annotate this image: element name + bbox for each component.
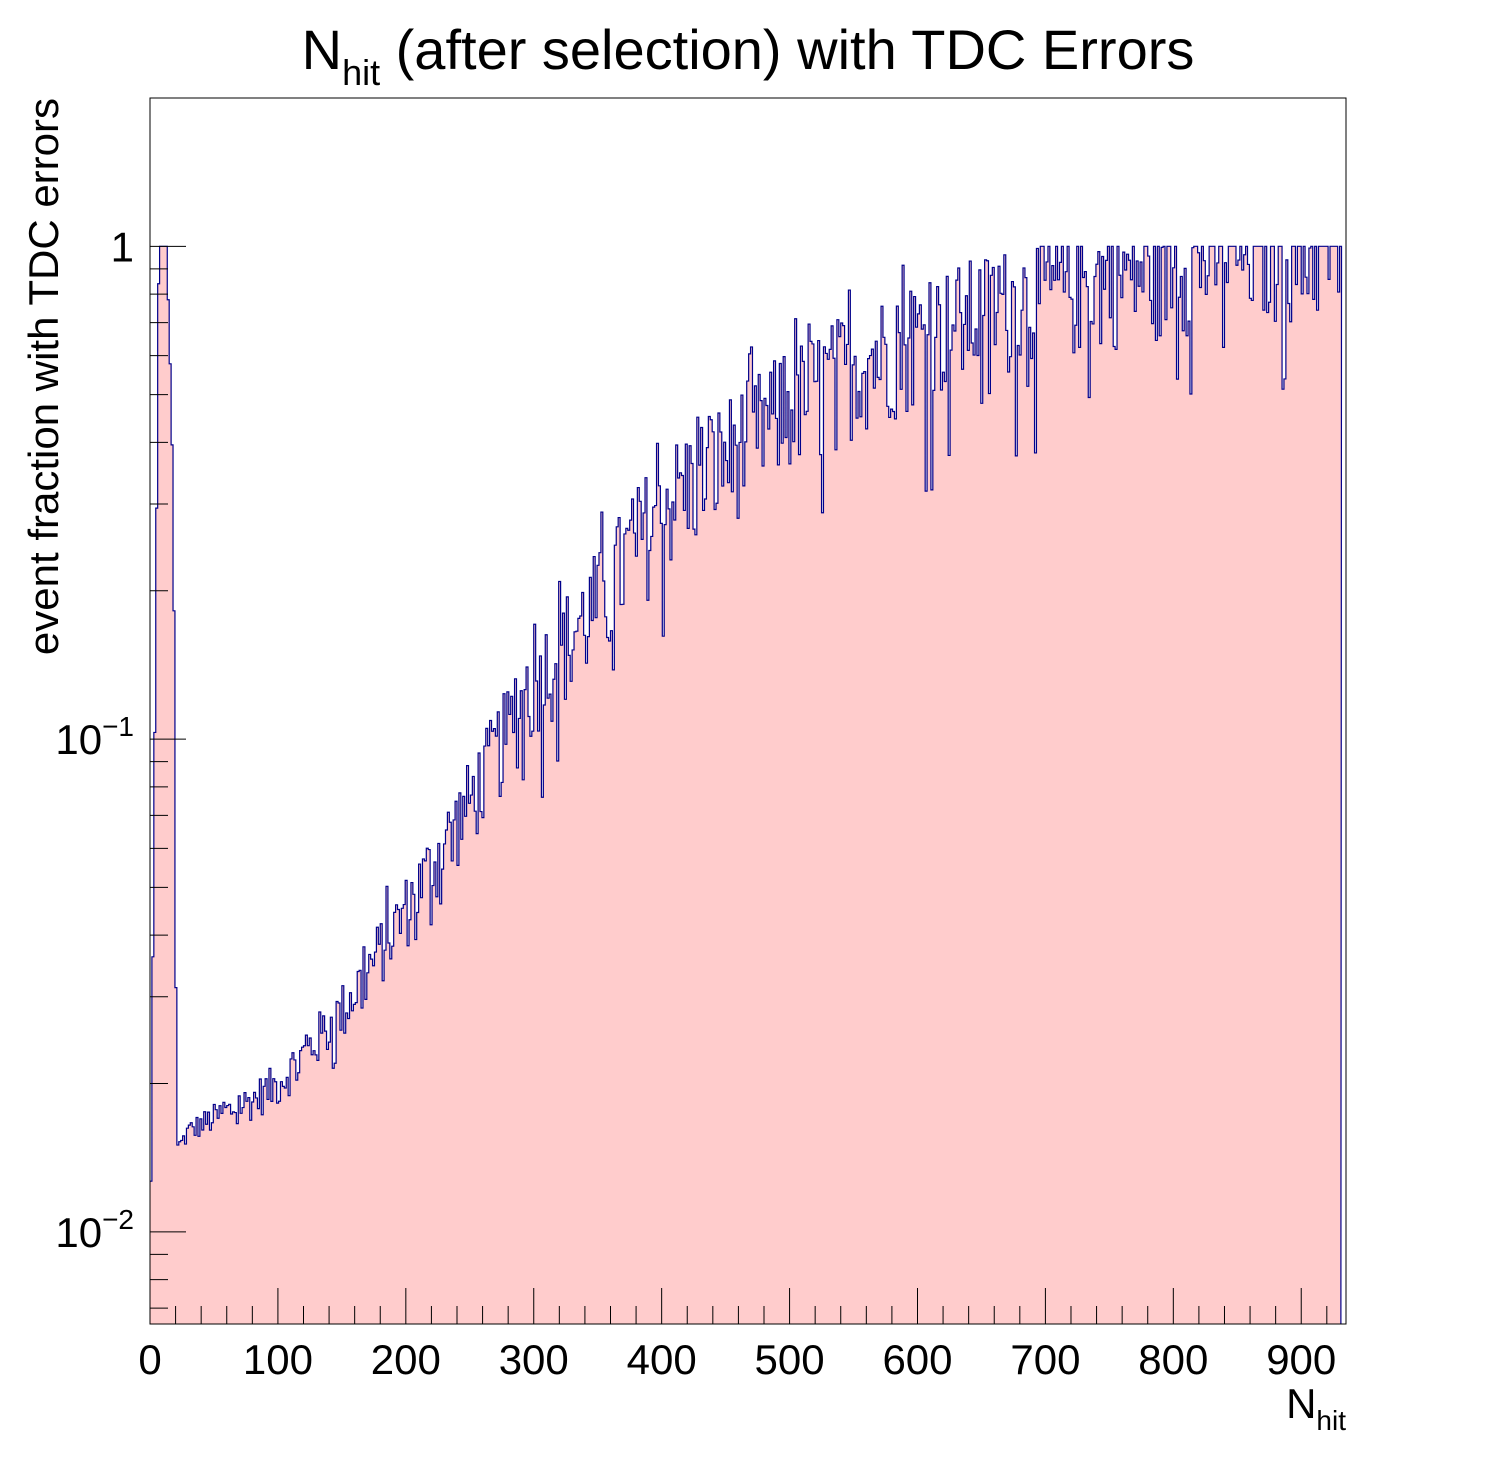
x-tick-label: 600 [882,1336,952,1383]
x-tick-label: 500 [755,1336,825,1383]
y-axis-label: event fraction with TDC errors [20,98,67,655]
y-tick-label: 10−1 [55,711,134,763]
x-tick-label: 900 [1266,1336,1336,1383]
x-tick-label: 700 [1010,1336,1080,1383]
x-tick-label: 800 [1138,1336,1208,1383]
x-tick-label: 0 [138,1336,161,1383]
x-tick-label: 100 [243,1336,313,1383]
x-tick-label: 200 [371,1336,441,1383]
x-tick-label: 300 [499,1336,569,1383]
histogram-step-line [150,245,1343,1325]
plot-frame [149,97,1347,1325]
tick-labels: 0 100 200 300 400 500 600 700 800 900 1 10−1 10−2 [55,223,1336,1383]
y-tick-label: 10−2 [55,1204,134,1256]
axis-ticks [149,97,1328,1324]
x-tick-label: 400 [627,1336,697,1383]
x-axis-label: Nhit [1286,1380,1346,1436]
y-tick-label: 1 [111,223,134,270]
x-axis-label-main: N [1286,1380,1316,1427]
histogram-area [150,246,1342,1324]
chart-title-rest: (after selection) with TDC Errors [380,18,1194,81]
chart-title-main: N [302,18,342,81]
histogram-line [150,245,1343,1325]
histogram-fill [150,246,1342,1324]
chart-title: Nhit (after selection) with TDC Errors [302,18,1195,93]
x-axis-label-sub: hit [1316,1405,1346,1436]
chart-title-sub: hit [342,52,380,93]
